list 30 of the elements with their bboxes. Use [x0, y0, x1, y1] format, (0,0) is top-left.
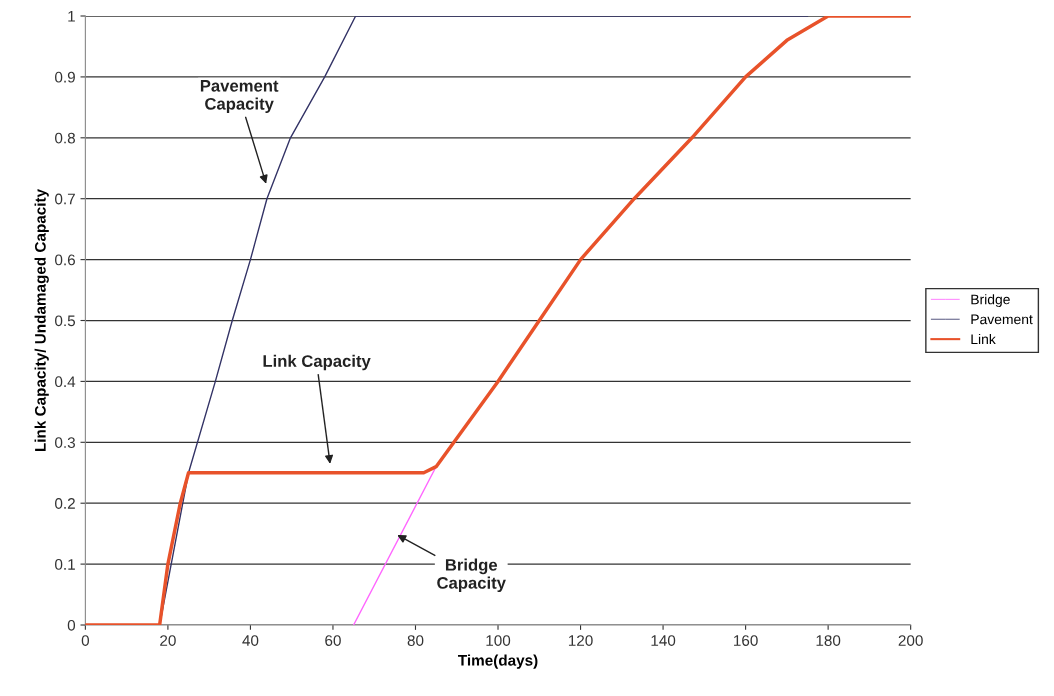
y-tick-label: 0.9 — [55, 71, 75, 83]
y-tick-label: 0 — [67, 619, 76, 631]
x-tick-label: 140 — [651, 635, 676, 646]
x-tick-label: 20 — [160, 635, 176, 646]
y-tick-label: 0.2 — [55, 498, 75, 509]
y-tick-label: 0.6 — [55, 254, 75, 266]
y-tick-label: 0.7 — [55, 193, 75, 205]
legend-label: Link — [971, 333, 996, 344]
legend-label: Bridge — [971, 294, 1010, 308]
x-tick-label: 180 — [816, 635, 841, 646]
x-tick-label: 0 — [81, 635, 90, 646]
y-tick-label: 0.4 — [55, 376, 76, 388]
y-tick-label: 0.3 — [55, 437, 75, 448]
y-axis-title: Link Capacity/ Undamaged Capacity — [34, 188, 49, 452]
y-tick-label: 0.1 — [55, 558, 75, 570]
x-tick-label: 40 — [242, 635, 259, 646]
y-tick-label: 0.5 — [55, 315, 76, 327]
x-tick-label: 200 — [898, 635, 923, 646]
x-tick-label: 160 — [734, 635, 758, 646]
y-tick-label: 1 — [68, 11, 75, 22]
annotation: Bridge Capacity — [437, 558, 506, 593]
x-tick-label: 60 — [325, 635, 341, 646]
annotation: Link Capacity — [263, 354, 371, 371]
x-tick-label: 100 — [486, 635, 511, 646]
x-tick-label: 120 — [568, 635, 593, 646]
x-axis-title: Time(days) — [458, 654, 538, 669]
annotation: Pavement Capacity — [200, 80, 279, 113]
x-tick-label: 80 — [407, 635, 424, 646]
y-tick-label: 0.8 — [55, 132, 75, 144]
legend-label: Pavement — [971, 314, 1033, 325]
